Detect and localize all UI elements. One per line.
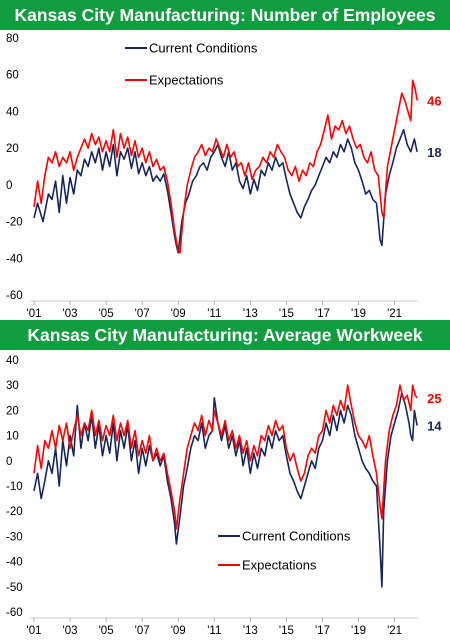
y-tick-label: 40 (6, 355, 19, 367)
series-line-current-conditions (33, 392, 418, 588)
series-line-current-conditions (33, 129, 418, 254)
x-tick-label: '09 (171, 308, 186, 320)
x-tick-label: '11 (207, 308, 221, 320)
chart-title: Kansas City Manufacturing: Average Workw… (0, 320, 450, 350)
series-line-expectations (33, 79, 418, 254)
legend-label: Expectations (149, 73, 224, 88)
y-tick-label: 0 (6, 456, 12, 468)
y-tick-label: 10 (6, 431, 19, 443)
y-tick-label: 80 (6, 33, 19, 45)
y-tick-label: 40 (6, 106, 19, 118)
y-tick-label: -50 (6, 582, 23, 594)
x-tick-label: '19 (351, 308, 366, 320)
y-tick-label: 0 (6, 180, 12, 192)
x-tick-label: '11 (207, 625, 221, 637)
legend-label: Current Conditions (242, 529, 351, 544)
y-tick-label: 20 (6, 143, 19, 155)
series-end-label: 25 (427, 391, 441, 406)
series-line-expectations (33, 384, 418, 530)
x-tick-label: '07 (135, 308, 150, 320)
y-tick-label: 20 (6, 405, 19, 417)
chart-plot-workweek: 40 30 20 10 0 -10 -20 -30 -40 -50 -60 '01 '03 '05 '07 '… (6, 355, 442, 637)
y-tick-label: -10 (6, 481, 23, 493)
x-tick-label: '03 (63, 625, 78, 637)
series-end-label: 14 (427, 419, 442, 434)
x-tick-label: '21 (387, 308, 402, 320)
chart-title: Kansas City Manufacturing: Number of Emp… (0, 0, 450, 30)
x-tick-label: '17 (315, 308, 330, 320)
y-tick-label: -40 (6, 253, 23, 265)
series-end-label: 18 (427, 145, 441, 160)
x-tick-label: '09 (171, 625, 186, 637)
y-tick-label: -60 (6, 290, 23, 302)
chart-plot-employees: 80 60 40 20 0 -20 -40 -60 '01 '03 '05 '07 '09 '11 '13 '… (6, 33, 442, 320)
y-tick-label: -20 (6, 506, 23, 518)
x-tick-label: '05 (99, 625, 114, 637)
chart-panel-employees: Kansas City Manufacturing: Number of Emp… (0, 0, 450, 320)
y-tick-label: -20 (6, 217, 23, 229)
x-tick-label: '15 (279, 625, 294, 637)
x-tick-label: '13 (243, 308, 258, 320)
x-tick-label: '17 (315, 625, 330, 637)
y-tick-label: -40 (6, 557, 23, 569)
x-tick-label: '21 (387, 625, 402, 637)
series-end-label: 46 (427, 93, 441, 108)
x-tick-label: '01 (27, 625, 42, 637)
legend-label: Current Conditions (149, 41, 258, 56)
x-tick-label: '15 (279, 308, 294, 320)
x-tick-label: '13 (243, 625, 258, 637)
legend-label: Expectations (242, 558, 317, 573)
y-tick-label: -60 (6, 607, 23, 619)
y-tick-label: 60 (6, 70, 19, 82)
x-tick-label: '07 (135, 625, 150, 637)
x-tick-label: '01 (27, 308, 42, 320)
x-tick-label: '19 (351, 625, 366, 637)
y-tick-label: 30 (6, 380, 19, 392)
x-tick-label: '03 (63, 308, 78, 320)
chart-panel-workweek: Kansas City Manufacturing: Average Workw… (0, 320, 450, 640)
x-tick-label: '05 (99, 308, 114, 320)
y-tick-label: -30 (6, 531, 23, 543)
